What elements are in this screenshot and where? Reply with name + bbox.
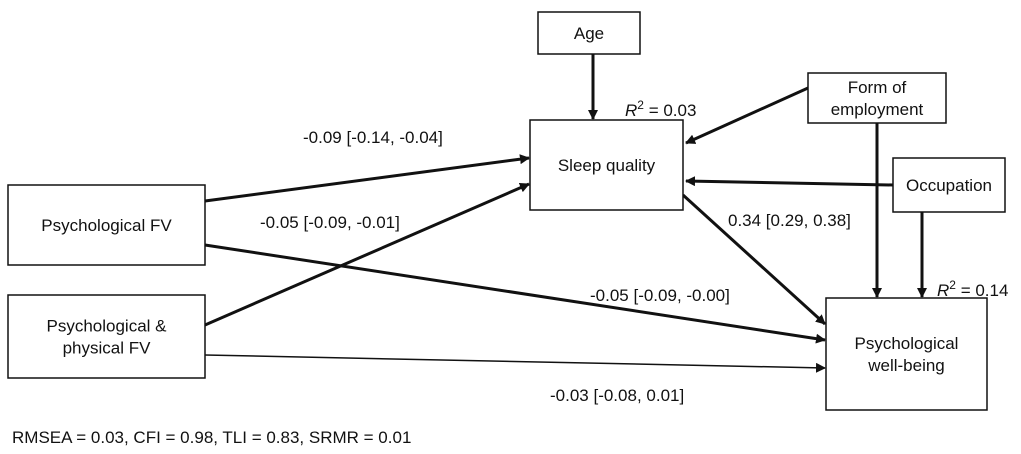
arrows bbox=[204, 54, 927, 373]
r-squared: R2 = 0.14 bbox=[937, 278, 1008, 300]
edge-label: -0.05 [-0.09, -0.00] bbox=[590, 286, 730, 305]
node-label: Psychological & bbox=[46, 317, 167, 336]
edge-label: -0.03 [-0.08, 0.01] bbox=[550, 386, 684, 405]
node-box bbox=[825, 297, 988, 411]
fit-statistics: RMSEA = 0.03, CFI = 0.98, TLI = 0.83, SR… bbox=[12, 428, 411, 447]
arrow bbox=[204, 182, 530, 327]
node-box bbox=[892, 157, 1006, 213]
r-symbol: R bbox=[937, 281, 949, 300]
r-value: = 0.03 bbox=[644, 101, 696, 120]
r-exponent: 2 bbox=[637, 98, 644, 112]
nodes: Age Sleep quality Form of employment Occupat… bbox=[7, 11, 1006, 411]
node-label: Form of bbox=[848, 78, 907, 97]
r-symbol: R bbox=[625, 101, 637, 120]
node-box bbox=[7, 184, 206, 266]
node-box bbox=[7, 294, 206, 379]
node-label: Psychological bbox=[855, 334, 959, 353]
edge-label: -0.09 [-0.14, -0.04] bbox=[303, 128, 443, 147]
node-label: Age bbox=[574, 24, 604, 43]
r-squared: R2 = 0.03 bbox=[625, 98, 696, 120]
node-label: employment bbox=[831, 100, 924, 119]
node-label: Psychological FV bbox=[41, 216, 172, 235]
r-exponent: 2 bbox=[949, 278, 956, 292]
node-label: well-being bbox=[867, 356, 945, 375]
arrow bbox=[204, 154, 530, 203]
arrow bbox=[685, 86, 809, 145]
arrow bbox=[204, 354, 826, 373]
arrow bbox=[681, 193, 827, 326]
node-box bbox=[529, 119, 684, 211]
node-box bbox=[537, 11, 641, 55]
edge-label: 0.34 [0.29, 0.38] bbox=[728, 211, 851, 230]
node-label: physical FV bbox=[63, 339, 152, 358]
edge-label: -0.05 [-0.09, -0.01] bbox=[260, 213, 400, 232]
r-value: = 0.14 bbox=[956, 281, 1008, 300]
node-label: Occupation bbox=[906, 176, 992, 195]
node-label: Sleep quality bbox=[558, 156, 656, 175]
arrow bbox=[685, 176, 894, 187]
node-box bbox=[807, 72, 947, 124]
arrow bbox=[204, 243, 826, 344]
